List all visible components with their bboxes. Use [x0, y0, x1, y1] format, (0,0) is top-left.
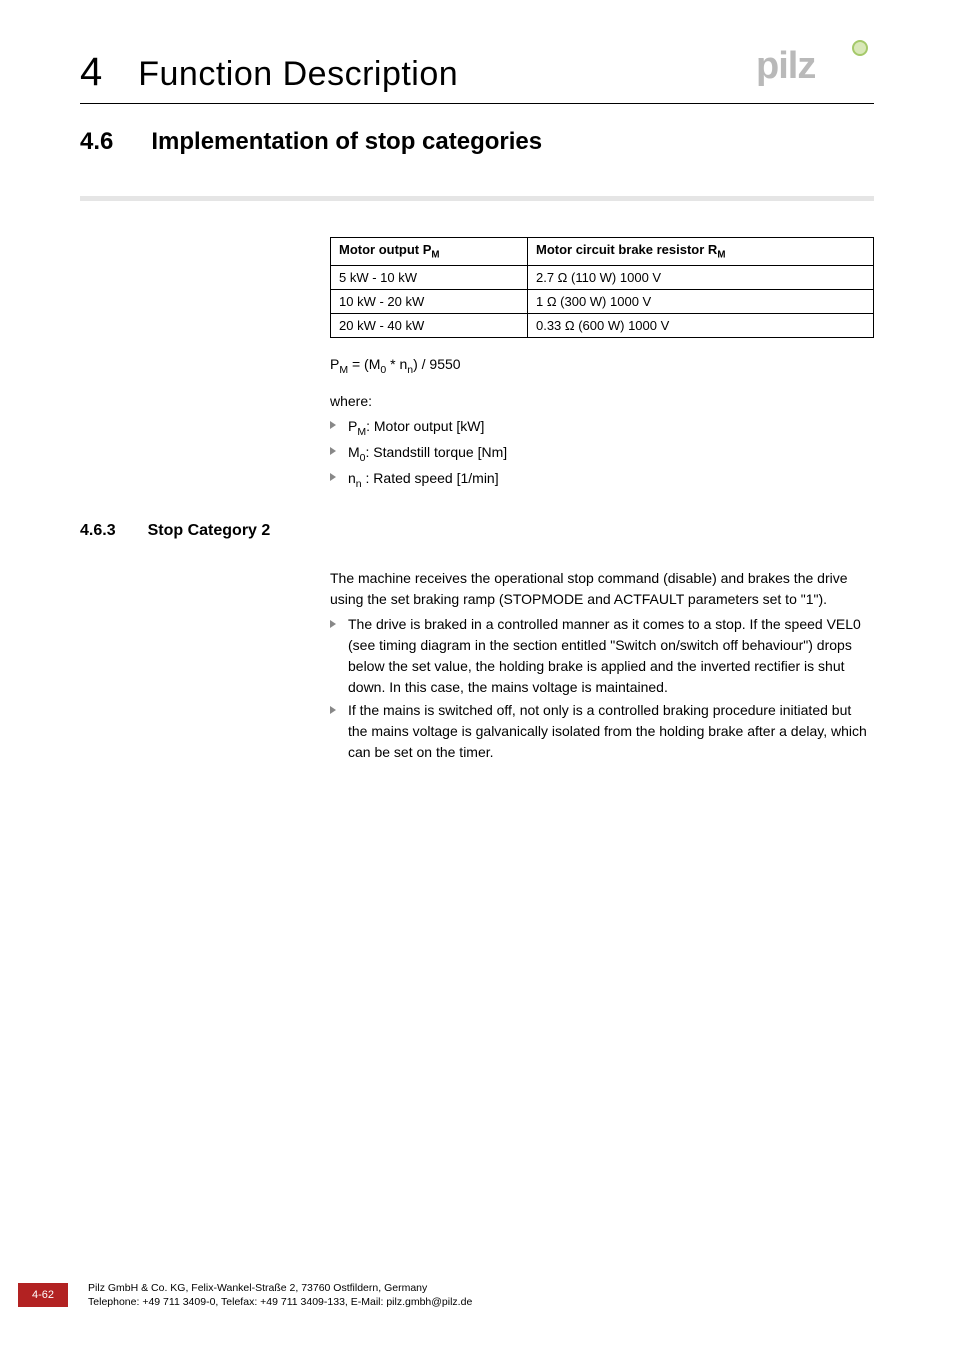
section-divider	[80, 196, 874, 201]
list-item: If the mains is switched off, not only i…	[330, 700, 874, 763]
resistor-table: Motor output PM Motor circuit brake resi…	[330, 237, 874, 338]
table-cell: 1 Ω (300 W) 1000 V	[527, 289, 873, 313]
table-row: 20 kW - 40 kW 0.33 Ω (600 W) 1000 V	[331, 313, 874, 337]
table-cell: 10 kW - 20 kW	[331, 289, 528, 313]
table-cell: 2.7 Ω (110 W) 1000 V	[527, 265, 873, 289]
pilz-logo: pilz	[756, 38, 876, 91]
table-header-cell: Motor circuit brake resistor RM	[527, 238, 873, 266]
body-intro: The machine receives the operational sto…	[330, 568, 874, 610]
chapter-left: 4 Function Description	[80, 50, 458, 95]
subsection-title: Stop Category 2	[148, 522, 271, 540]
footer-text: Pilz GmbH & Co. KG, Felix-Wankel-Straße …	[88, 1281, 472, 1310]
page-number-badge: 4-62	[18, 1283, 68, 1307]
footer-line-2: Telephone: +49 711 3409-0, Telefax: +49 …	[88, 1295, 472, 1310]
chapter-number: 4	[80, 50, 102, 95]
where-list: PM: Motor output [kW] M0: Standstill tor…	[330, 415, 874, 492]
table-row: 5 kW - 10 kW 2.7 Ω (110 W) 1000 V	[331, 265, 874, 289]
section-number: 4.6	[80, 128, 113, 156]
section-header: 4.6 Implementation of stop categories	[80, 128, 874, 156]
table-row: 10 kW - 20 kW 1 Ω (300 W) 1000 V	[331, 289, 874, 313]
table-header-cell: Motor output PM	[331, 238, 528, 266]
page-footer: 4-62 Pilz GmbH & Co. KG, Felix-Wankel-St…	[0, 1281, 954, 1310]
list-item: nn : Rated speed [1/min]	[330, 467, 874, 493]
content-block: Motor output PM Motor circuit brake resi…	[330, 237, 874, 492]
subsection-header: 4.6.3 Stop Category 2	[80, 522, 874, 540]
chapter-header: 4 Function Description	[80, 50, 874, 104]
where-label: where:	[330, 393, 874, 409]
list-item: M0: Standstill torque [Nm]	[330, 441, 874, 467]
table-cell: 20 kW - 40 kW	[331, 313, 528, 337]
svg-text:pilz: pilz	[756, 45, 815, 86]
footer-line-1: Pilz GmbH & Co. KG, Felix-Wankel-Straße …	[88, 1281, 472, 1296]
table-cell: 0.33 Ω (600 W) 1000 V	[527, 313, 873, 337]
subsection-number: 4.6.3	[80, 522, 116, 540]
chapter-title: Function Description	[138, 55, 458, 94]
section-title: Implementation of stop categories	[151, 128, 542, 156]
table-header-row: Motor output PM Motor circuit brake resi…	[331, 238, 874, 266]
list-item: PM: Motor output [kW]	[330, 415, 874, 441]
table-cell: 5 kW - 10 kW	[331, 265, 528, 289]
subsection-content: The machine receives the operational sto…	[330, 568, 874, 763]
formula: PM = (M0 * nn) / 9550	[330, 356, 874, 376]
body-bullet-list: The drive is braked in a controlled mann…	[330, 614, 874, 763]
list-item: The drive is braked in a controlled mann…	[330, 614, 874, 698]
